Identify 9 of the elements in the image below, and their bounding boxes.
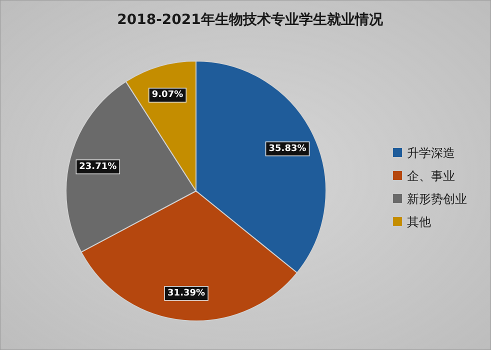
data-label: 31.39% xyxy=(168,288,206,298)
legend-label: 企、事业 xyxy=(407,169,455,183)
data-label: 23.71% xyxy=(79,162,117,172)
chart-title: 2018-2021年生物技术专业学生就业情况 xyxy=(117,11,384,28)
data-label: 9.07% xyxy=(152,90,184,100)
legend-label: 新形势创业 xyxy=(407,192,467,206)
data-label: 35.83% xyxy=(268,144,306,154)
slice-label: 升学深造 xyxy=(407,146,455,160)
legend-label: 其他 xyxy=(407,215,431,229)
